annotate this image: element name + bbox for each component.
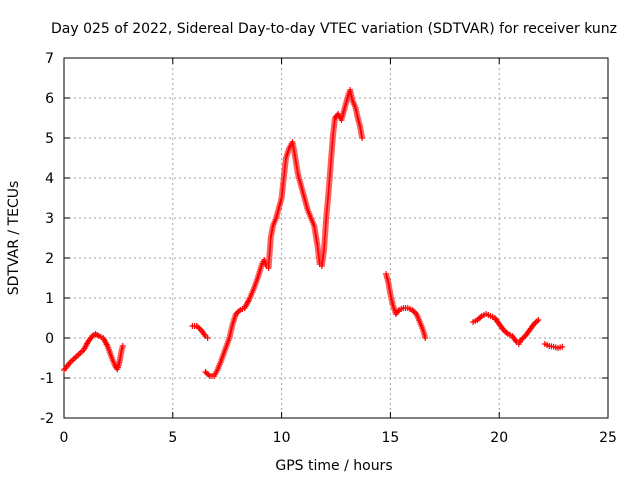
- x-tick-label: 10: [273, 430, 291, 446]
- y-tick-label: 6: [45, 91, 54, 107]
- data-point: [359, 135, 366, 141]
- y-tick-label: 1: [45, 291, 54, 307]
- x-tick-labels: 0 5 10 15 20 25: [60, 430, 617, 446]
- y-tick-label: 7: [45, 51, 54, 67]
- data-point: [559, 343, 566, 350]
- y-tick-label: -1: [40, 371, 54, 387]
- axis-ticks: [63, 57, 609, 419]
- grid-lines: [64, 58, 608, 418]
- x-tick-label: 25: [599, 430, 617, 446]
- data-point: [535, 317, 542, 323]
- data-point: [422, 335, 429, 341]
- data-point: [204, 335, 211, 341]
- data-points: [61, 87, 566, 379]
- y-tick-label: 0: [45, 331, 54, 347]
- y-tick-label: 3: [45, 211, 54, 227]
- y-tick-labels: -2 -1 0 1 2 3 4 5 6 7: [40, 51, 54, 427]
- y-axis-label: SDTVAR / TECUs: [6, 181, 22, 296]
- chart-title: Day 025 of 2022, Sidereal Day-to-day VTE…: [51, 21, 617, 37]
- x-axis-label: GPS time / hours: [275, 458, 392, 474]
- data-point: [119, 343, 126, 349]
- y-tick-label: 2: [45, 251, 54, 267]
- data-point: [395, 308, 402, 315]
- x-tick-label: 0: [60, 430, 69, 446]
- x-tick-label: 5: [168, 430, 177, 446]
- y-tick-label: -2: [40, 411, 54, 427]
- y-tick-label: 5: [45, 131, 54, 147]
- x-tick-label: 20: [490, 430, 508, 446]
- y-tick-label: 4: [45, 171, 54, 187]
- x-tick-label: 15: [381, 430, 399, 446]
- plot-frame: [63, 57, 609, 419]
